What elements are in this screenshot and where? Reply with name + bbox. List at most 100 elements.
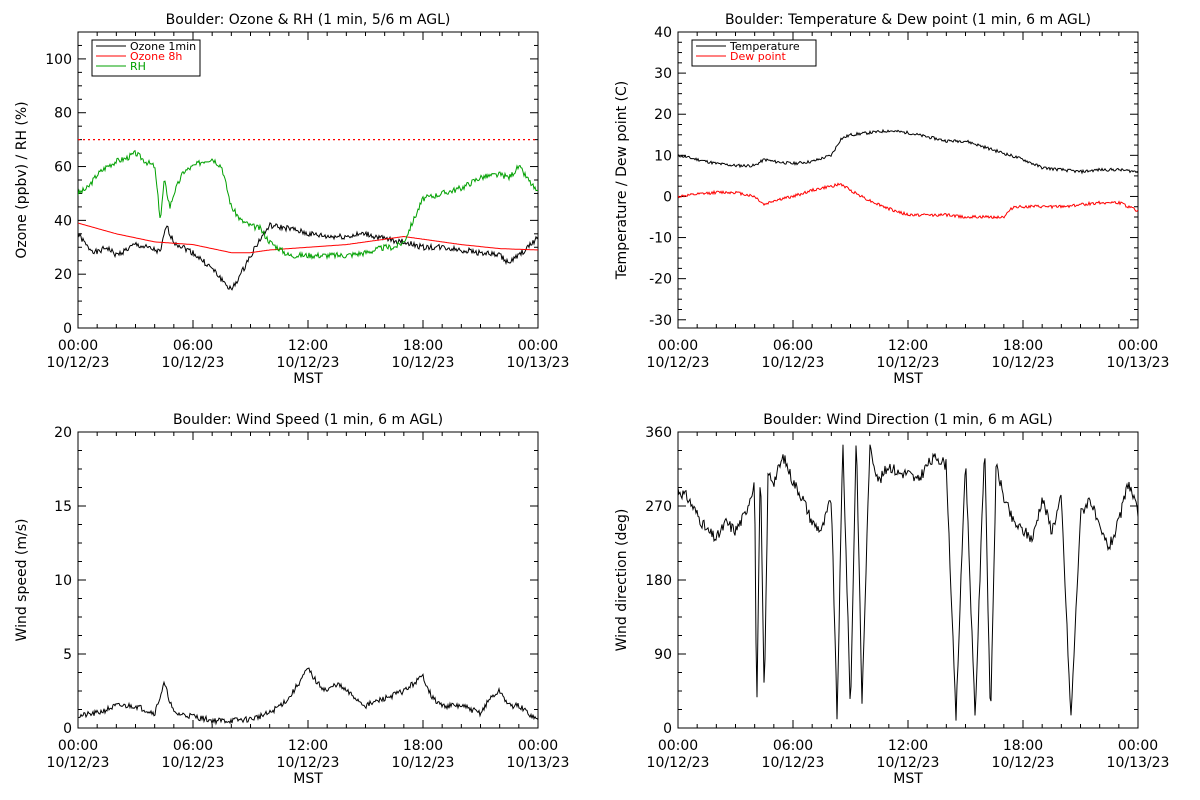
x-tick-label: 18:00: [403, 738, 443, 754]
x-tick-date-label: 10/12/23: [877, 355, 940, 371]
x-tick-label: 00:00: [1118, 338, 1158, 354]
series-line-0: [78, 667, 538, 726]
x-tick-date-label: 10/12/23: [277, 355, 340, 371]
plot-frame: [77, 431, 539, 729]
y-axis-label: Wind direction (deg): [614, 509, 630, 652]
x-tick-date-label: 10/12/23: [992, 755, 1055, 771]
x-tick-label: 00:00: [658, 338, 698, 354]
plot-area: [678, 128, 1138, 220]
y-tick-label: 180: [645, 573, 672, 589]
y-tick-label: 10: [54, 573, 72, 589]
x-tick-label: 18:00: [1003, 338, 1043, 354]
y-tick-label: 20: [654, 107, 672, 123]
y-tick-label: 30: [654, 66, 672, 82]
x-tick-label: 18:00: [1003, 738, 1043, 754]
x-tick-label: 06:00: [773, 338, 813, 354]
y-tick-label: 0: [63, 721, 72, 737]
y-tick-label: 270: [645, 499, 672, 515]
y-tick-label: 90: [654, 647, 672, 663]
y-tick-label: 40: [54, 213, 72, 229]
y-tick-label: -20: [649, 272, 672, 288]
legend-entry: Dew point: [730, 50, 786, 63]
x-tick-date-label: 10/12/23: [47, 355, 110, 371]
series-line-2: [78, 149, 538, 260]
series-line-1: [78, 222, 538, 254]
x-tick-label: 00:00: [1118, 738, 1158, 754]
x-tick-label: 06:00: [773, 738, 813, 754]
plot-area: [78, 667, 538, 726]
y-tick-label: 0: [663, 721, 672, 737]
chart-title: Boulder: Wind Speed (1 min, 6 m AGL): [173, 412, 443, 428]
x-axis-label: MST: [893, 371, 923, 387]
y-tick-label: 100: [45, 52, 72, 68]
series-line-0: [678, 128, 1138, 175]
plot-frame: [677, 31, 1139, 329]
x-tick-date-label: 10/13/23: [507, 755, 570, 771]
plot-area: [78, 139, 538, 291]
x-axis-label: MST: [293, 771, 323, 787]
x-tick-label: 12:00: [888, 338, 928, 354]
y-tick-label: 5: [63, 647, 72, 663]
ozone-rh-panel: Boulder: Ozone & RH (1 min, 5/6 m AGL)00…: [14, 12, 569, 387]
y-tick-label: 40: [654, 25, 672, 41]
chart-title: Boulder: Ozone & RH (1 min, 5/6 m AGL): [166, 12, 451, 28]
x-tick-date-label: 10/12/23: [877, 755, 940, 771]
plot-area: [678, 444, 1138, 721]
legend-entry: RH: [130, 60, 146, 73]
legend-entry: Ozone 1min: [130, 40, 196, 53]
y-axis-label: Temperature / Dew point (C): [614, 81, 630, 280]
x-tick-date-label: 10/12/23: [392, 355, 455, 371]
x-tick-date-label: 10/12/23: [162, 755, 225, 771]
x-axis-label: MST: [893, 771, 923, 787]
wind-speed-panel: Boulder: Wind Speed (1 min, 6 m AGL) 00:0…: [14, 412, 569, 787]
series-line-1: [678, 182, 1138, 220]
y-tick-label: 20: [54, 425, 72, 441]
series-line-0: [78, 222, 538, 291]
y-tick-label: 15: [54, 499, 72, 515]
y-tick-label: 0: [63, 321, 72, 337]
x-tick-date-label: 10/12/23: [992, 355, 1055, 371]
x-tick-label: 12:00: [288, 738, 328, 754]
x-tick-label: 06:00: [173, 738, 213, 754]
y-tick-label: 20: [54, 267, 72, 283]
x-tick-label: 06:00: [173, 338, 213, 354]
legend-entry: Ozone 8h: [130, 50, 182, 63]
x-tick-label: 12:00: [888, 738, 928, 754]
x-tick-label: 00:00: [58, 738, 98, 754]
y-tick-label: 60: [54, 160, 72, 176]
chart-title: Boulder: Wind Direction (1 min, 6 m AGL): [763, 412, 1052, 428]
x-tick-date-label: 10/13/23: [1107, 755, 1170, 771]
x-tick-label: 12:00: [288, 338, 328, 354]
x-tick-label: 00:00: [658, 738, 698, 754]
x-tick-date-label: 10/13/23: [1107, 355, 1170, 371]
x-tick-date-label: 10/12/23: [392, 755, 455, 771]
y-tick-label: -10: [649, 231, 672, 247]
legend-entry: Temperature: [729, 40, 800, 53]
x-tick-label: 00:00: [58, 338, 98, 354]
y-tick-label: 0: [663, 189, 672, 205]
series-line-0: [678, 444, 1138, 721]
chart-title: Boulder: Temperature & Dew point (1 min,…: [725, 12, 1091, 28]
y-tick-label: 10: [654, 148, 672, 164]
y-axis-label: Wind speed (m/s): [14, 519, 30, 642]
x-tick-date-label: 10/12/23: [762, 755, 825, 771]
x-tick-date-label: 10/12/23: [162, 355, 225, 371]
y-tick-label: 80: [54, 106, 72, 122]
y-tick-label: -30: [649, 313, 672, 329]
x-tick-date-label: 10/12/23: [647, 755, 710, 771]
x-tick-label: 18:00: [403, 338, 443, 354]
x-tick-date-label: 10/12/23: [647, 355, 710, 371]
temperature-dewpoint-panel: Boulder: Temperature & Dew point (1 min,…: [614, 12, 1169, 387]
x-tick-date-label: 10/12/23: [762, 355, 825, 371]
wind-direction-panel: Boulder: Wind Direction (1 min, 6 m AGL)…: [614, 412, 1169, 787]
legend-box: [691, 39, 817, 67]
y-axis-label: Ozone (ppbv) / RH (%): [14, 101, 30, 258]
x-tick-date-label: 10/12/23: [47, 755, 110, 771]
x-tick-date-label: 10/12/23: [277, 755, 340, 771]
x-axis-label: MST: [293, 371, 323, 387]
x-tick-label: 00:00: [518, 338, 558, 354]
y-tick-label: 360: [645, 425, 672, 441]
